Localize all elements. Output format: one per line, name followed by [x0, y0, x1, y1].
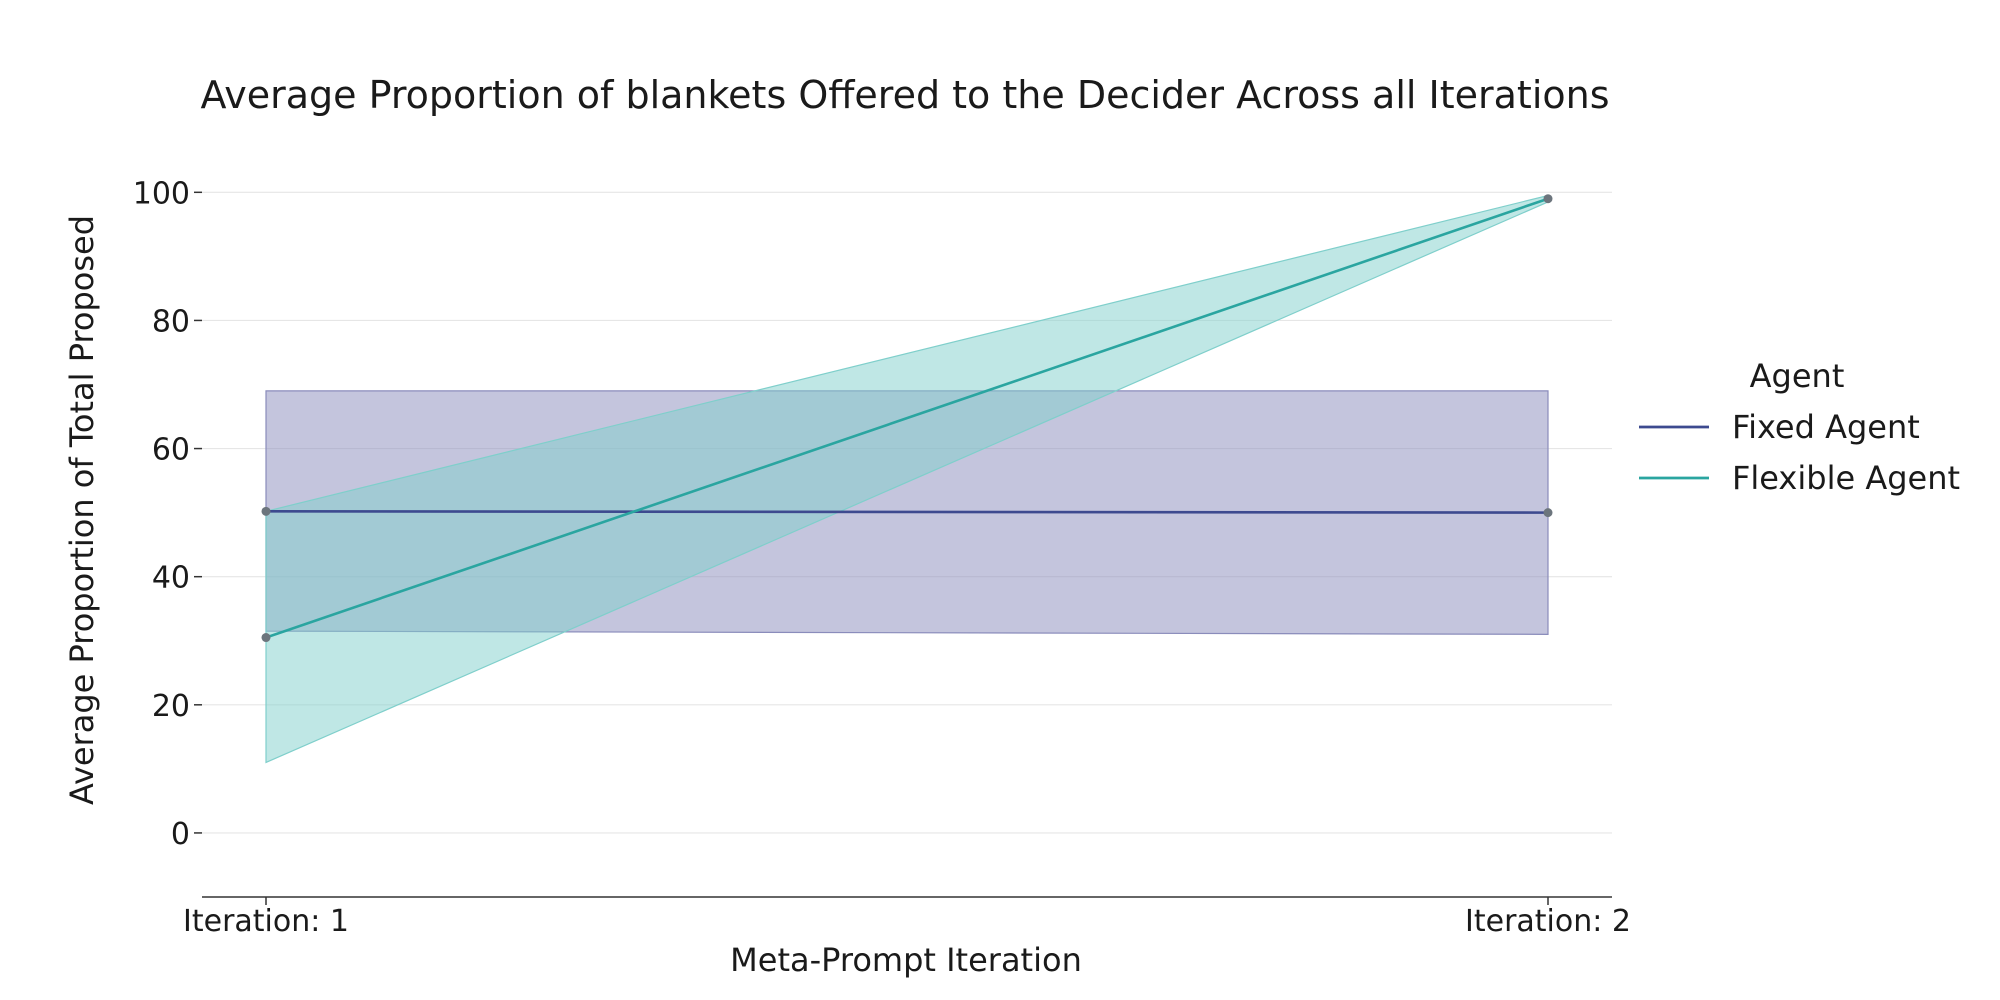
legend-items: Fixed Agent Flexible Agent: [1639, 408, 1960, 497]
point-fixed-agent-1: [261, 506, 271, 516]
line-flexible-agent: [265, 197, 1549, 639]
y-axis-label: Average Proportion of Total Proposed: [63, 215, 101, 805]
legend: Agent Fixed Agent Flexible Agent: [1639, 357, 1960, 497]
x-tick-label-2: Iteration: 2: [1465, 904, 1631, 939]
band-layer: [265, 194, 1549, 764]
legend-label-flexible-agent: Flexible Agent: [1732, 459, 1960, 497]
point-flexible-agent-1: [261, 633, 271, 643]
point-flexible-agent-2: [1543, 194, 1553, 204]
y-tick-label-100: 100: [133, 176, 190, 211]
x-axis: Iteration: 1 Iteration: 2: [183, 896, 1631, 939]
y-tick-label-60: 60: [152, 433, 190, 468]
legend-title: Agent: [1750, 357, 1845, 395]
legend-label-fixed-agent: Fixed Agent: [1732, 408, 1920, 446]
y-tick-label-0: 0: [171, 817, 190, 852]
x-tick-label-1: Iteration: 1: [183, 904, 349, 939]
y-tick-label-20: 20: [152, 689, 190, 724]
y-tick-label-40: 40: [152, 561, 190, 596]
point-fixed-agent-2: [1543, 508, 1553, 518]
chart-title: Average Proportion of blankets Offered t…: [200, 73, 1609, 117]
line-fixed-agent: [265, 510, 1549, 514]
y-axis: 0 20 40 60 80 100: [133, 176, 202, 852]
line-layer: [265, 197, 1549, 639]
marker-layer: [261, 194, 1553, 643]
y-tick-label-80: 80: [152, 304, 190, 339]
x-axis-label: Meta-Prompt Iteration: [730, 941, 1082, 979]
